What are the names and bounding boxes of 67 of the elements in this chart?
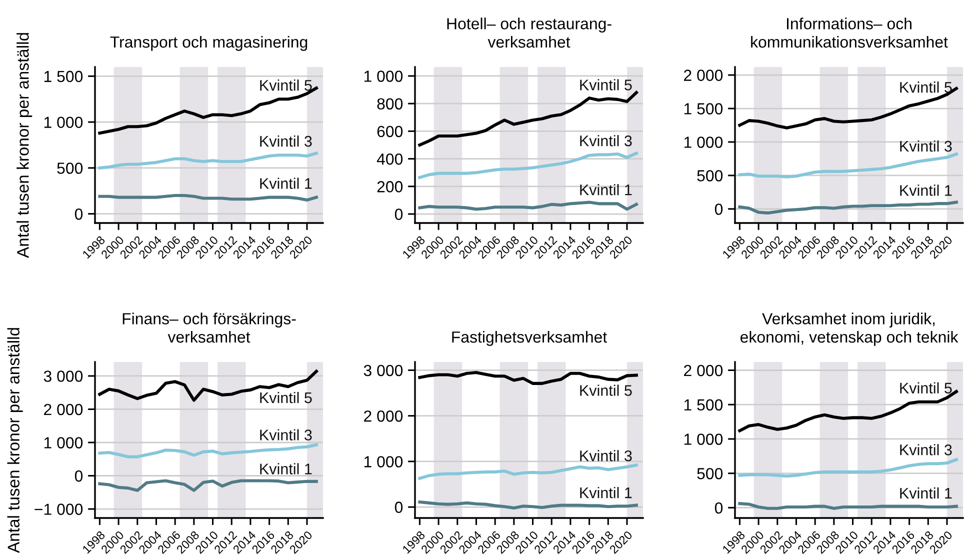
y-tick-label: 1 500 [44, 70, 83, 82]
series-label: Kvintil 1 [580, 486, 632, 498]
series-label: Kvintil 3 [260, 429, 312, 440]
series-label: Kvintil 5 [260, 80, 312, 91]
series-label: Kvintil 1 [260, 463, 312, 474]
y-tick-label: 0 [714, 502, 723, 514]
y-tick-label: 0 [714, 204, 723, 215]
series-label: Kvintil 3 [580, 135, 632, 146]
chart-title: Finans– och försäkrings- verksamhet [122, 312, 296, 343]
chart-title: Verksamhet inom juridik, ekonomi, vetenskap och teknik [740, 312, 958, 346]
chart-title: Hotell– och restaurang- verksamhet [447, 18, 612, 48]
y-tick-label: 0 [74, 470, 83, 482]
y-tick-label: 2 000 [44, 404, 83, 416]
line-series [738, 152, 958, 178]
series-label: Kvintil 5 [580, 79, 632, 90]
series-label: Kvintil 5 [260, 392, 312, 404]
series-label: Kvintil 3 [900, 444, 952, 456]
y-tick-label: 200 [377, 181, 403, 192]
line-series [98, 479, 318, 492]
y-tick-label: 1 000 [44, 116, 83, 128]
line-series [98, 152, 318, 170]
chart-title: Fastighetsverksamhet [452, 330, 608, 346]
series-label: Kvintil 5 [580, 384, 632, 396]
y-tick-label: 0 [394, 502, 403, 513]
y-tick-label: 0 [394, 208, 403, 220]
chart-title: Informations– och kommunikationsverksamhet [751, 18, 948, 48]
y-tick-label: 500 [697, 468, 723, 480]
chart-title: Transport och magasinering [110, 36, 308, 51]
y-tick-label: 1 500 [684, 103, 723, 114]
y-axis-title: Antal tusen kronor per anställd [7, 328, 23, 553]
series-label: Kvintil 1 [260, 178, 312, 189]
y-tick-label: −1 000 [34, 504, 83, 515]
line-series [418, 370, 638, 385]
y-tick-label: 400 [376, 153, 403, 165]
y-tick-label: 2 000 [684, 70, 723, 81]
line-series [418, 91, 638, 147]
series-label: Kvintil 5 [900, 382, 952, 394]
line-series [418, 152, 638, 179]
line-series [418, 464, 638, 480]
y-axis-title: Antal tusen kronor per anställd [16, 33, 32, 258]
y-tick-label: 1 000 [364, 70, 403, 82]
y-tick-label: 0 [74, 208, 83, 220]
y-tick-label: 1 000 [364, 456, 403, 468]
y-tick-label: 500 [57, 162, 83, 174]
y-tick-label: 1 500 [684, 399, 723, 411]
series-label: Kvintil 1 [900, 487, 952, 499]
series-label: Kvintil 3 [900, 140, 952, 152]
y-tick-label: 1 000 [684, 434, 723, 445]
line-series [418, 200, 638, 211]
series-label: Kvintil 5 [900, 82, 952, 93]
y-tick-label: 500 [697, 170, 723, 182]
series-label: Kvintil 1 [580, 184, 632, 196]
line-series [98, 443, 318, 458]
y-tick-label: 800 [377, 98, 403, 110]
y-tick-label: 3 000 [364, 364, 403, 376]
series-label: Kvintil 1 [900, 184, 952, 196]
y-tick-label: 2 000 [364, 410, 403, 422]
line-series [98, 370, 318, 402]
y-tick-label: 600 [377, 126, 403, 138]
y-tick-label: 1 000 [684, 136, 723, 148]
series-label: Kvintil 3 [580, 450, 632, 462]
line-series [738, 200, 958, 214]
y-tick-label: 3 000 [44, 370, 83, 382]
y-tick-label: 2 000 [684, 364, 723, 376]
line-series [738, 458, 958, 478]
y-tick-label: 1 000 [44, 437, 83, 448]
series-label: Kvintil 3 [260, 135, 312, 147]
